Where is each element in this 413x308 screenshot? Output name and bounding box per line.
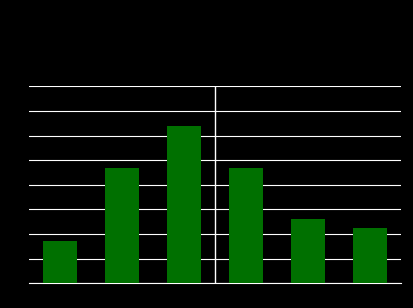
Bar: [167, 126, 201, 283]
Bar: [353, 228, 387, 283]
Bar: [229, 168, 263, 283]
Bar: [43, 241, 77, 283]
Bar: [291, 219, 325, 283]
Bar: [105, 168, 139, 283]
